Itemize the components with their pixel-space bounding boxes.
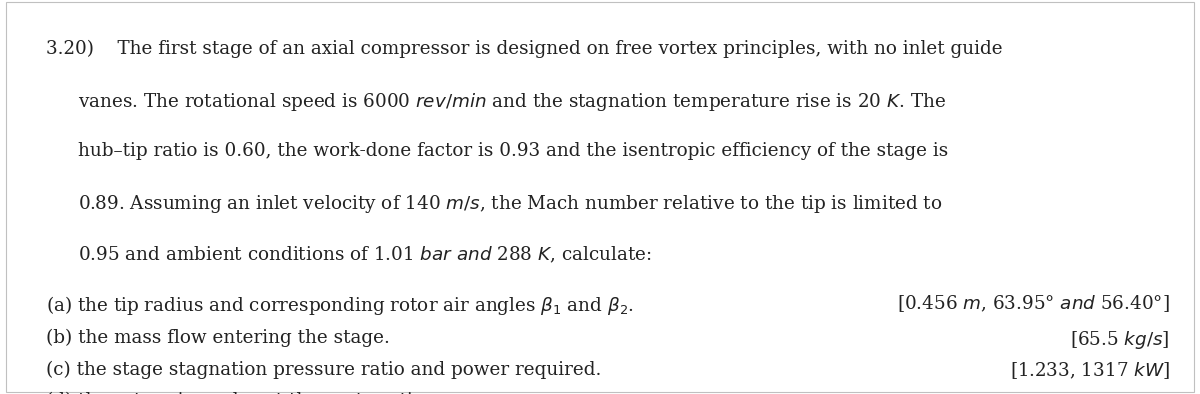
- Text: 3.20)    The first stage of an axial compressor is designed on free vortex princ: 3.20) The first stage of an axial compre…: [46, 39, 1002, 58]
- Text: (a) the tip radius and corresponding rotor air angles $\beta_1$ and $\beta_2$.: (a) the tip radius and corresponding rot…: [46, 294, 634, 316]
- FancyBboxPatch shape: [6, 2, 1194, 392]
- Text: vanes. The rotational speed is 6000 $\mathit{rev/min}$ and the stagnation temper: vanes. The rotational speed is 6000 $\ma…: [78, 91, 946, 113]
- Text: (d) the rotor air angles at the root section.: (d) the rotor air angles at the root sec…: [46, 392, 442, 394]
- Text: [65.5 $\mathit{kg/s}$]: [65.5 $\mathit{kg/s}$]: [1070, 329, 1170, 351]
- Text: [1.233, 1317 $\mathit{kW}$]: [1.233, 1317 $\mathit{kW}$]: [1010, 361, 1170, 381]
- Text: 0.89. Assuming an inlet velocity of 140 $\mathit{m/s}$, the Mach number relative: 0.89. Assuming an inlet velocity of 140 …: [78, 193, 942, 215]
- Text: (b) the mass flow entering the stage.: (b) the mass flow entering the stage.: [46, 329, 390, 347]
- Text: [0.456 $\mathit{m}$, 63.95° $\mathit{and}$ 56.40°]: [0.456 $\mathit{m}$, 63.95° $\mathit{and…: [898, 294, 1170, 314]
- Text: 0.95 and ambient conditions of 1.01 $\mathit{bar}$ $\mathit{and}$ 288 $\mathit{K: 0.95 and ambient conditions of 1.01 $\ma…: [78, 244, 652, 264]
- Text: (c) the stage stagnation pressure ratio and power required.: (c) the stage stagnation pressure ratio …: [46, 361, 601, 379]
- Text: hub–tip ratio is 0.60, the work-done factor is 0.93 and the isentropic efficienc: hub–tip ratio is 0.60, the work-done fac…: [78, 142, 948, 160]
- Text: [50.83° $\mathit{and}$ 18.32°]: [50.83° $\mathit{and}$ 18.32°]: [986, 392, 1170, 394]
